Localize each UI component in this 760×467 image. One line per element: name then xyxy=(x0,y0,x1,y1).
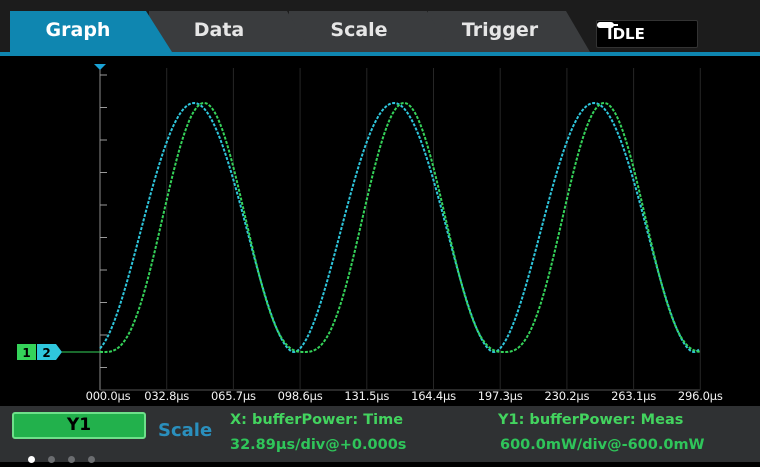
x-tick-label: 263.1µs xyxy=(611,389,657,403)
x-tick-label: 065.7µs xyxy=(210,389,256,403)
grid-lines xyxy=(166,68,701,390)
tab-scale-shape xyxy=(289,11,451,52)
tab-graph[interactable]: Graph xyxy=(45,19,111,41)
trace-2-blue xyxy=(99,101,701,354)
status-text: IDLE xyxy=(607,25,645,43)
y1-button[interactable]: Y1 xyxy=(12,412,146,439)
x-tick-label: 197.3µs xyxy=(477,389,523,403)
page-dot[interactable] xyxy=(88,456,95,463)
tab-scale[interactable]: Scale xyxy=(330,19,388,41)
page-dot[interactable] xyxy=(48,456,55,463)
x-tick-label: 230.2µs xyxy=(544,389,590,403)
tab-data[interactable]: Data xyxy=(193,19,245,41)
trace-1-green xyxy=(100,101,701,353)
tab-trigger[interactable]: Trigger xyxy=(461,19,539,41)
x-tick-label: 032.8µs xyxy=(144,389,190,403)
y1-axis-title: Y1: bufferPower: Meas xyxy=(498,412,684,428)
page-dot[interactable] xyxy=(28,456,35,463)
x-tick-label: 164.4µs xyxy=(411,389,456,403)
x-tick-label: 131.5µs xyxy=(344,389,390,403)
x-axis-scale: 32.89µs/div@+0.000s xyxy=(230,437,407,453)
x-tick-label: 000.0µs xyxy=(85,389,131,403)
trace-1-marker-label: 1 xyxy=(22,346,30,360)
idle-indicator-icon xyxy=(597,22,618,28)
y-ticks xyxy=(100,74,107,368)
tab-trigger-shape xyxy=(428,11,590,52)
trace-2-marker xyxy=(37,344,56,360)
page-dot[interactable] xyxy=(68,456,75,463)
trace-1-marker xyxy=(17,344,36,360)
x-tick-label: 296.0µs xyxy=(677,389,723,403)
tab-bar-underline xyxy=(0,52,760,56)
tab-bar-graphics xyxy=(0,11,760,56)
tab-graph-shape xyxy=(10,11,760,56)
status-indicator[interactable]: IDLE xyxy=(596,20,698,48)
trace-2-marker-label: 2 xyxy=(42,346,50,360)
y1-axis-scale: 600.0mW/div@-600.0mW xyxy=(500,437,705,453)
x-axis-title: X: bufferPower: Time xyxy=(230,412,404,428)
scale-button[interactable]: Scale xyxy=(158,420,213,441)
x-tick-label: 098.6µs xyxy=(277,389,323,403)
tab-bar: Graph Data Scale Trigger IDLE xyxy=(0,0,760,56)
graph-plot[interactable]: 1 2 xyxy=(0,58,760,406)
page-dots xyxy=(28,448,108,467)
bottom-panel: Y1 Scale X: bufferPower: Time 32.89µs/di… xyxy=(0,406,760,463)
trigger-marker-icon xyxy=(94,64,106,70)
tab-data-shape xyxy=(149,11,311,52)
